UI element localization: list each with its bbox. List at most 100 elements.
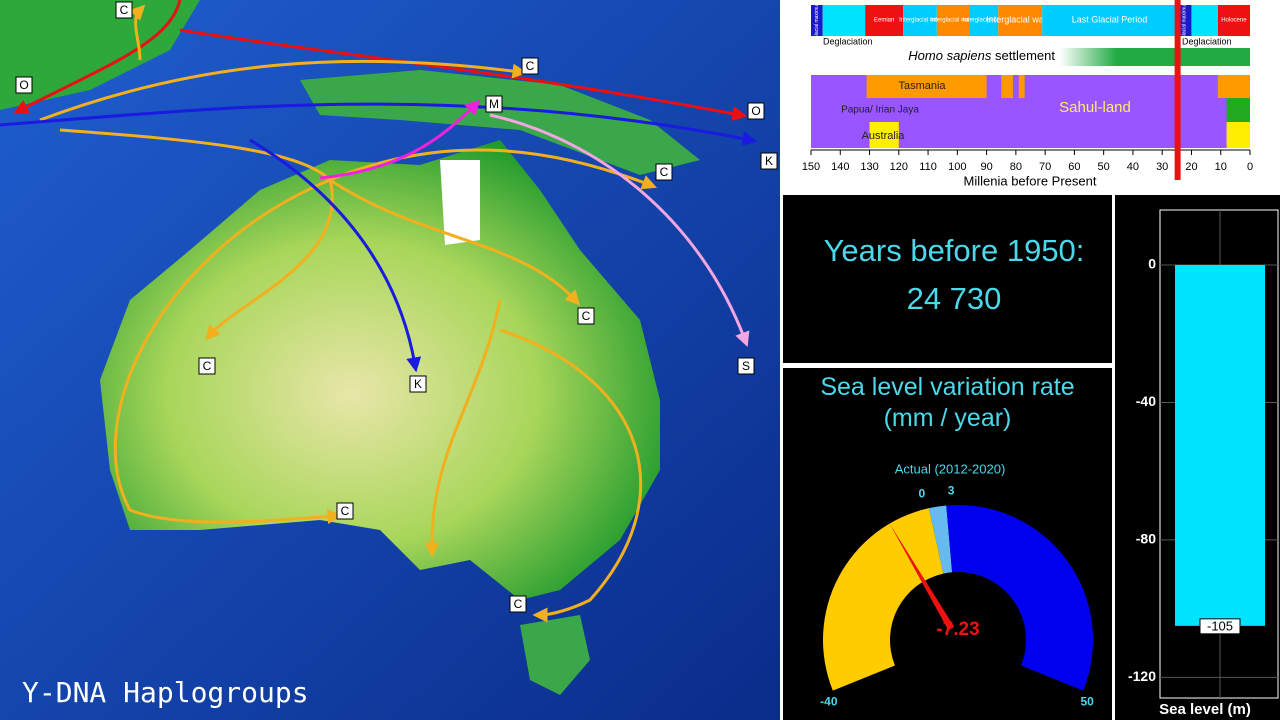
gauge-needle	[889, 523, 955, 631]
region-label: Australia	[862, 130, 906, 142]
counter-label: Years before 1950:	[824, 233, 1085, 268]
region-label: Sahul-land	[1059, 99, 1131, 116]
x-tick-label: 30	[1156, 161, 1168, 173]
map-label: K	[765, 154, 773, 168]
route	[489, 113, 750, 348]
y-tick-label: -120	[1128, 668, 1156, 684]
route	[319, 99, 481, 180]
lake	[440, 160, 480, 245]
deglaciation-label: Deglaciation	[823, 36, 873, 46]
period	[811, 5, 823, 36]
map-label-box	[577, 307, 595, 325]
map-label: C	[120, 3, 129, 17]
period	[936, 5, 970, 36]
map-label: C	[514, 597, 523, 611]
region-span	[1001, 75, 1013, 98]
region-span	[869, 122, 899, 148]
gauge-tick-label: 50	[1080, 695, 1094, 709]
period	[1191, 5, 1218, 36]
x-tick-label: 50	[1098, 161, 1110, 173]
gauge-tick-label: -40	[820, 695, 838, 709]
australia	[100, 140, 660, 600]
gauge-title: Sea level variation rate (mm / year)	[820, 373, 1075, 432]
settlement-italic: Homo sapiens	[908, 48, 992, 63]
x-tick-label: 40	[1127, 161, 1139, 173]
value-label-box	[1199, 618, 1241, 635]
period-label: Interglacial cold	[899, 18, 941, 24]
map-label-box	[198, 357, 216, 375]
period	[822, 5, 866, 36]
region-span	[1217, 75, 1250, 98]
map-label: C	[341, 504, 350, 518]
map-label: C	[582, 309, 591, 323]
map-label: O	[751, 104, 760, 118]
settlement-bar	[1059, 48, 1250, 66]
map-label: O	[19, 78, 28, 92]
region-label: Papua/ Irian Jaya	[841, 105, 919, 116]
map-label: C	[526, 59, 535, 73]
x-tick-label: 10	[1215, 161, 1227, 173]
region-span	[1018, 75, 1025, 98]
tasmania-land	[520, 615, 590, 695]
x-tick-label: 60	[1068, 161, 1080, 173]
counter-value: 24 730	[907, 281, 1002, 316]
x-tick-label: 90	[980, 161, 992, 173]
map-label-box	[115, 1, 133, 19]
period-label: Last Glacial Period	[1072, 14, 1148, 24]
x-axis-label: Millenia before Present	[964, 173, 1097, 188]
x-tick-label: 150	[802, 161, 820, 173]
gauge-tick-label: 0	[919, 487, 926, 501]
gauge-value: -7.23	[936, 619, 979, 640]
period-label: Eemian	[874, 18, 894, 24]
map-label-box	[409, 375, 427, 393]
map-label: C	[660, 165, 669, 179]
counter-panel	[783, 195, 1112, 363]
map-label-box	[521, 57, 539, 75]
sea-level-label: Sea level (m)	[1159, 701, 1251, 718]
x-tick-label: 130	[860, 161, 878, 173]
map-label-box	[747, 102, 765, 120]
x-tick-label: 20	[1185, 161, 1197, 173]
route	[113, 178, 343, 525]
gauge-title-box: Sea level variation rate (mm / year)	[820, 373, 1075, 432]
map-title: Y-DNA Haplogroups	[22, 676, 309, 709]
region-label: Tasmania	[898, 80, 946, 92]
region-span	[866, 75, 987, 98]
route	[13, 0, 182, 114]
gauge-high	[946, 505, 1093, 691]
route	[499, 328, 643, 623]
map-label-box	[336, 502, 354, 520]
period-label: Interglacial warm	[986, 14, 1054, 24]
map-label: M	[489, 97, 499, 111]
gauge-actual-label: Actual (2012-2020)	[895, 461, 1006, 476]
deglaciation-label: Deglaciation	[1182, 36, 1232, 46]
gauge-actual	[928, 505, 953, 574]
period	[903, 5, 937, 36]
sea-level-bar	[1175, 264, 1265, 626]
x-tick-label: 0	[1247, 161, 1253, 173]
value-label: -105	[1207, 618, 1233, 633]
period-label: Interglacial cold	[963, 18, 1005, 24]
map-label: S	[742, 359, 750, 373]
region-span	[1226, 122, 1250, 148]
map-label-box	[15, 76, 33, 94]
y-tick-label: -80	[1136, 531, 1156, 547]
map-label: K	[414, 377, 422, 391]
map-label-box	[485, 95, 503, 113]
x-tick-label: 70	[1039, 161, 1051, 173]
map-label: C	[203, 359, 212, 373]
period	[1217, 5, 1250, 36]
period	[1042, 5, 1177, 36]
map: Y-DNA Haplogroups	[0, 0, 780, 720]
map-label-box	[655, 163, 673, 181]
route	[424, 299, 502, 558]
x-tick-label: 80	[1010, 161, 1022, 173]
settlement-label: Homo sapiens settlement	[908, 48, 1055, 63]
land-north	[0, 0, 200, 110]
y-tick-label: -40	[1136, 393, 1156, 409]
map-label-box	[509, 595, 527, 613]
new-guinea	[300, 70, 700, 175]
route	[249, 138, 422, 373]
